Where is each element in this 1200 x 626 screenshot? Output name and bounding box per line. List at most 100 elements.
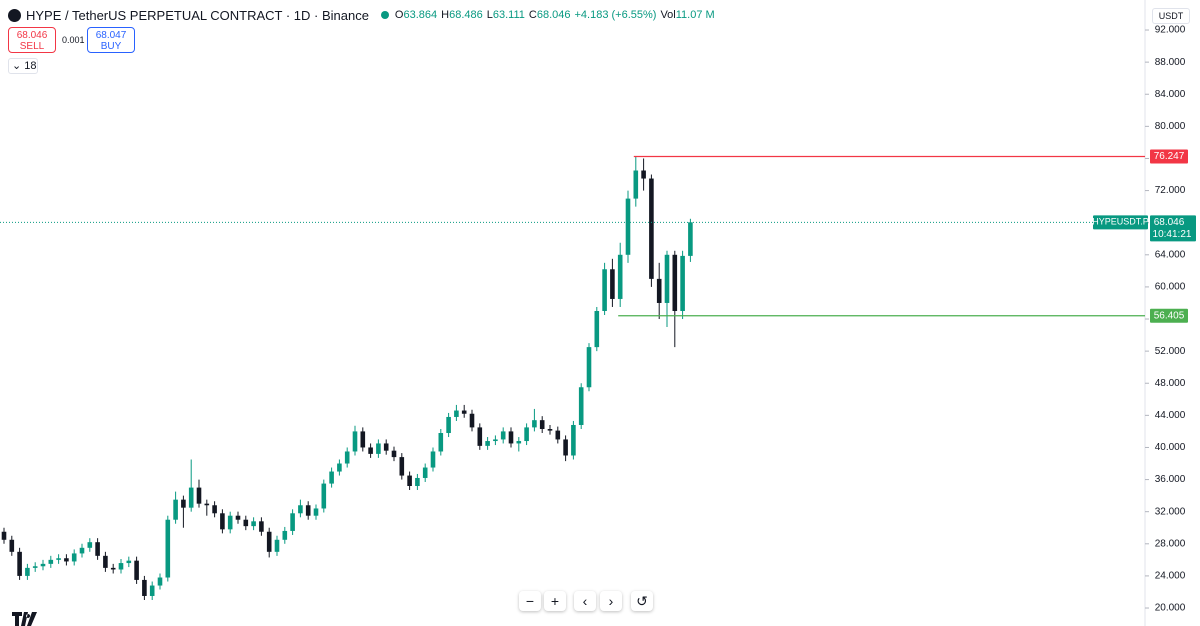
sell-button[interactable]: 68.046 SELL: [8, 27, 56, 53]
candle-body: [95, 542, 100, 556]
candle-body: [493, 439, 498, 442]
ohlc: O63.864 H68.486 L63.111 C68.046 +4.183 (+6.5…: [395, 9, 715, 21]
candle-body: [251, 521, 256, 527]
candle-body: [438, 433, 444, 452]
candle-body: [25, 567, 30, 576]
candle-body: [337, 463, 342, 472]
candle-body: [329, 471, 334, 484]
candle-body: [220, 513, 225, 530]
candle-body: [118, 563, 124, 570]
candle-body: [235, 515, 241, 520]
last-price-label: 68.046: [1154, 217, 1185, 228]
sell-label: SELL: [19, 41, 45, 52]
candle-body: [126, 560, 132, 564]
candle-body: [321, 483, 327, 509]
candle-body: [602, 269, 607, 311]
candle-body: [17, 551, 22, 576]
y-tick-label: 80.000: [1155, 121, 1186, 132]
candle-body: [9, 539, 15, 552]
candle-body: [149, 585, 155, 596]
candle-body: [212, 505, 217, 514]
candle-body: [563, 439, 568, 456]
candle-body: [157, 577, 163, 586]
candle-body: [368, 447, 373, 454]
volume-label: Vol: [660, 9, 676, 21]
y-tick-label: 36.000: [1155, 474, 1186, 485]
candle-body: [110, 567, 116, 570]
candle-body: [633, 170, 639, 199]
candle-body: [313, 508, 319, 516]
ohlc-value: 63.864: [403, 9, 438, 21]
candle-body: [594, 310, 600, 348]
candle-body: [430, 451, 436, 468]
candle-body: [181, 499, 186, 508]
candle-body: [415, 477, 420, 486]
y-tick-label: 48.000: [1155, 378, 1186, 389]
y-tick-label: 92.000: [1155, 25, 1186, 36]
candle-body: [266, 531, 272, 552]
candle-body: [376, 443, 381, 454]
candle-body: [446, 416, 451, 434]
y-tick-label: 84.000: [1155, 89, 1186, 100]
ohlc-value: 68.046: [536, 9, 571, 21]
y-tick-label: 64.000: [1155, 249, 1186, 260]
candle-body: [391, 450, 397, 458]
candle-body: [649, 178, 654, 279]
ohlc-item: L63.111: [487, 9, 525, 21]
price-tag-label: 56.405: [1154, 310, 1185, 321]
candle-body: [641, 170, 646, 179]
spread: 0.001: [62, 35, 85, 45]
candle-body: [672, 254, 678, 311]
header: HYPE / TetherUS PERPETUAL CONTRACT · 1D …: [8, 6, 715, 24]
y-tick-label: 88.000: [1155, 57, 1186, 68]
ohlc-item: H68.486: [441, 9, 483, 21]
candle-body: [103, 555, 108, 568]
zoom-out[interactable]: −: [519, 591, 541, 611]
buy-price: 68.047: [95, 30, 127, 41]
candle-body: [680, 255, 685, 311]
candle-body: [617, 254, 623, 299]
candle-body: [134, 560, 139, 580]
ohlc-label: H: [441, 9, 450, 21]
candle-body: [196, 487, 202, 504]
last-price-tag: [1150, 215, 1196, 242]
zoom-in[interactable]: +: [544, 591, 566, 611]
candle-body: [71, 553, 77, 562]
candle-body: [383, 443, 389, 451]
candle-body: [87, 542, 93, 548]
candle-body: [298, 505, 303, 514]
symbol-tag: [1093, 215, 1148, 230]
tv-logo: [12, 612, 37, 626]
y-tick-label: 44.000: [1155, 410, 1186, 421]
indicators-count: 18: [24, 60, 37, 72]
candle-body: [344, 451, 350, 464]
y-tick-label: 24.000: [1155, 571, 1186, 582]
indicators-toggle[interactable]: ⌄ 18: [8, 58, 38, 74]
sell-price: 68.046: [16, 30, 48, 41]
candle-body: [469, 413, 475, 428]
status-dot: [380, 11, 389, 19]
reset-view[interactable]: ↺: [631, 591, 653, 611]
candle-body: [1, 531, 7, 540]
y-tick-label: 72.000: [1155, 185, 1186, 196]
currency-button[interactable]: USDT: [1152, 8, 1190, 24]
candle-body: [664, 254, 670, 303]
volume-value: 11.07 M: [675, 9, 715, 21]
price-tag: [1150, 149, 1188, 164]
price-tag-label: 76.247: [1154, 151, 1185, 162]
candle-body: [79, 547, 85, 554]
candle-body: [508, 431, 514, 444]
candle-body: [407, 475, 412, 486]
y-tick-label: 60.000: [1155, 282, 1186, 293]
buy-button[interactable]: 68.047 BUY: [87, 27, 135, 53]
candle-body: [40, 563, 46, 567]
candle-body: [56, 558, 61, 560]
ohlc-value: 63.111: [492, 9, 525, 21]
scroll-left[interactable]: ‹: [574, 591, 596, 611]
ohlc-label: L: [486, 9, 493, 21]
y-tick-label: 20.000: [1155, 603, 1186, 614]
candle-body: [243, 519, 249, 527]
scroll-right[interactable]: ›: [600, 591, 622, 611]
candle-body: [360, 431, 366, 448]
candle-body: [274, 539, 280, 552]
